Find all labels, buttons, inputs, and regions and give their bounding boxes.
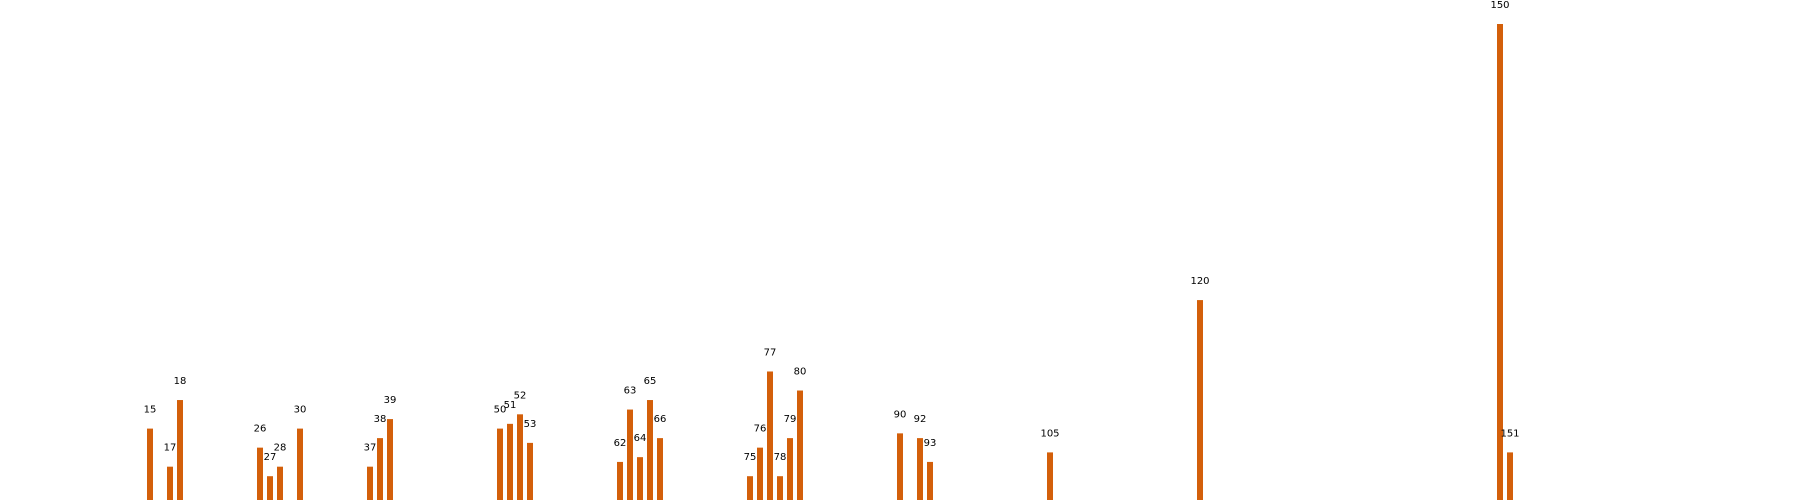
bar-80 (797, 390, 803, 500)
bar-label-66: 66 (654, 414, 667, 425)
bar-label-93: 93 (924, 438, 937, 449)
bar-52 (517, 414, 523, 500)
bar-label-151: 151 (1500, 428, 1519, 439)
bar-76 (757, 447, 763, 500)
bar-105 (1047, 452, 1053, 500)
bar-78 (777, 476, 783, 500)
bar-label-79: 79 (784, 414, 797, 425)
bar-label-30: 30 (294, 405, 307, 416)
bar-label-28: 28 (274, 443, 287, 454)
bar-label-38: 38 (374, 414, 387, 425)
bars-layer (147, 24, 1513, 500)
bar-62 (617, 461, 623, 500)
bar-label-62: 62 (614, 438, 627, 449)
bar-label-65: 65 (644, 376, 657, 387)
bar-label-64: 64 (634, 433, 647, 444)
bar-label-150: 150 (1490, 0, 1509, 11)
bar-label-17: 17 (164, 443, 177, 454)
bar-53 (527, 442, 533, 500)
bar-label-105: 105 (1040, 428, 1059, 439)
bar-label-26: 26 (254, 424, 267, 435)
bar-50 (497, 428, 503, 500)
bar-label-52: 52 (514, 390, 527, 401)
bar-label-18: 18 (174, 376, 187, 387)
bar-label-80: 80 (794, 367, 807, 378)
bar-label-50: 50 (494, 405, 507, 416)
bar-120 (1197, 300, 1203, 500)
bar-79 (787, 438, 793, 500)
bar-39 (387, 419, 393, 500)
bar-64 (637, 457, 643, 500)
bar-90 (897, 433, 903, 500)
bar-label-51: 51 (504, 400, 517, 411)
bar-38 (377, 438, 383, 500)
bar-28 (277, 466, 283, 500)
bar-label-76: 76 (754, 424, 767, 435)
bar-15 (147, 428, 153, 500)
bar-93 (927, 461, 933, 500)
bar-label-120: 120 (1190, 276, 1209, 287)
bar-77 (767, 371, 773, 500)
bar-18 (177, 400, 183, 500)
bar-label-90: 90 (894, 409, 907, 420)
bar-label-75: 75 (744, 452, 757, 463)
bar-150 (1497, 24, 1503, 500)
bar-label-27: 27 (264, 452, 277, 463)
bar-label-39: 39 (384, 395, 397, 406)
bar-label-15: 15 (144, 405, 157, 416)
bar-label-77: 77 (764, 347, 777, 358)
bar-66 (657, 438, 663, 500)
bar-17 (167, 466, 173, 500)
bar-75 (747, 476, 753, 500)
bar-37 (367, 466, 373, 500)
bar-label-63: 63 (624, 386, 637, 397)
bar-label-92: 92 (914, 414, 927, 425)
bar-65 (647, 400, 653, 500)
bar-63 (627, 409, 633, 500)
bar-151 (1507, 452, 1513, 500)
bar-92 (917, 438, 923, 500)
bar-label-78: 78 (774, 452, 787, 463)
bar-26 (257, 447, 263, 500)
bar-label-53: 53 (524, 419, 537, 430)
bar-label-37: 37 (364, 443, 377, 454)
bar-27 (267, 476, 273, 500)
bar-51 (507, 423, 513, 500)
bar-30 (297, 428, 303, 500)
